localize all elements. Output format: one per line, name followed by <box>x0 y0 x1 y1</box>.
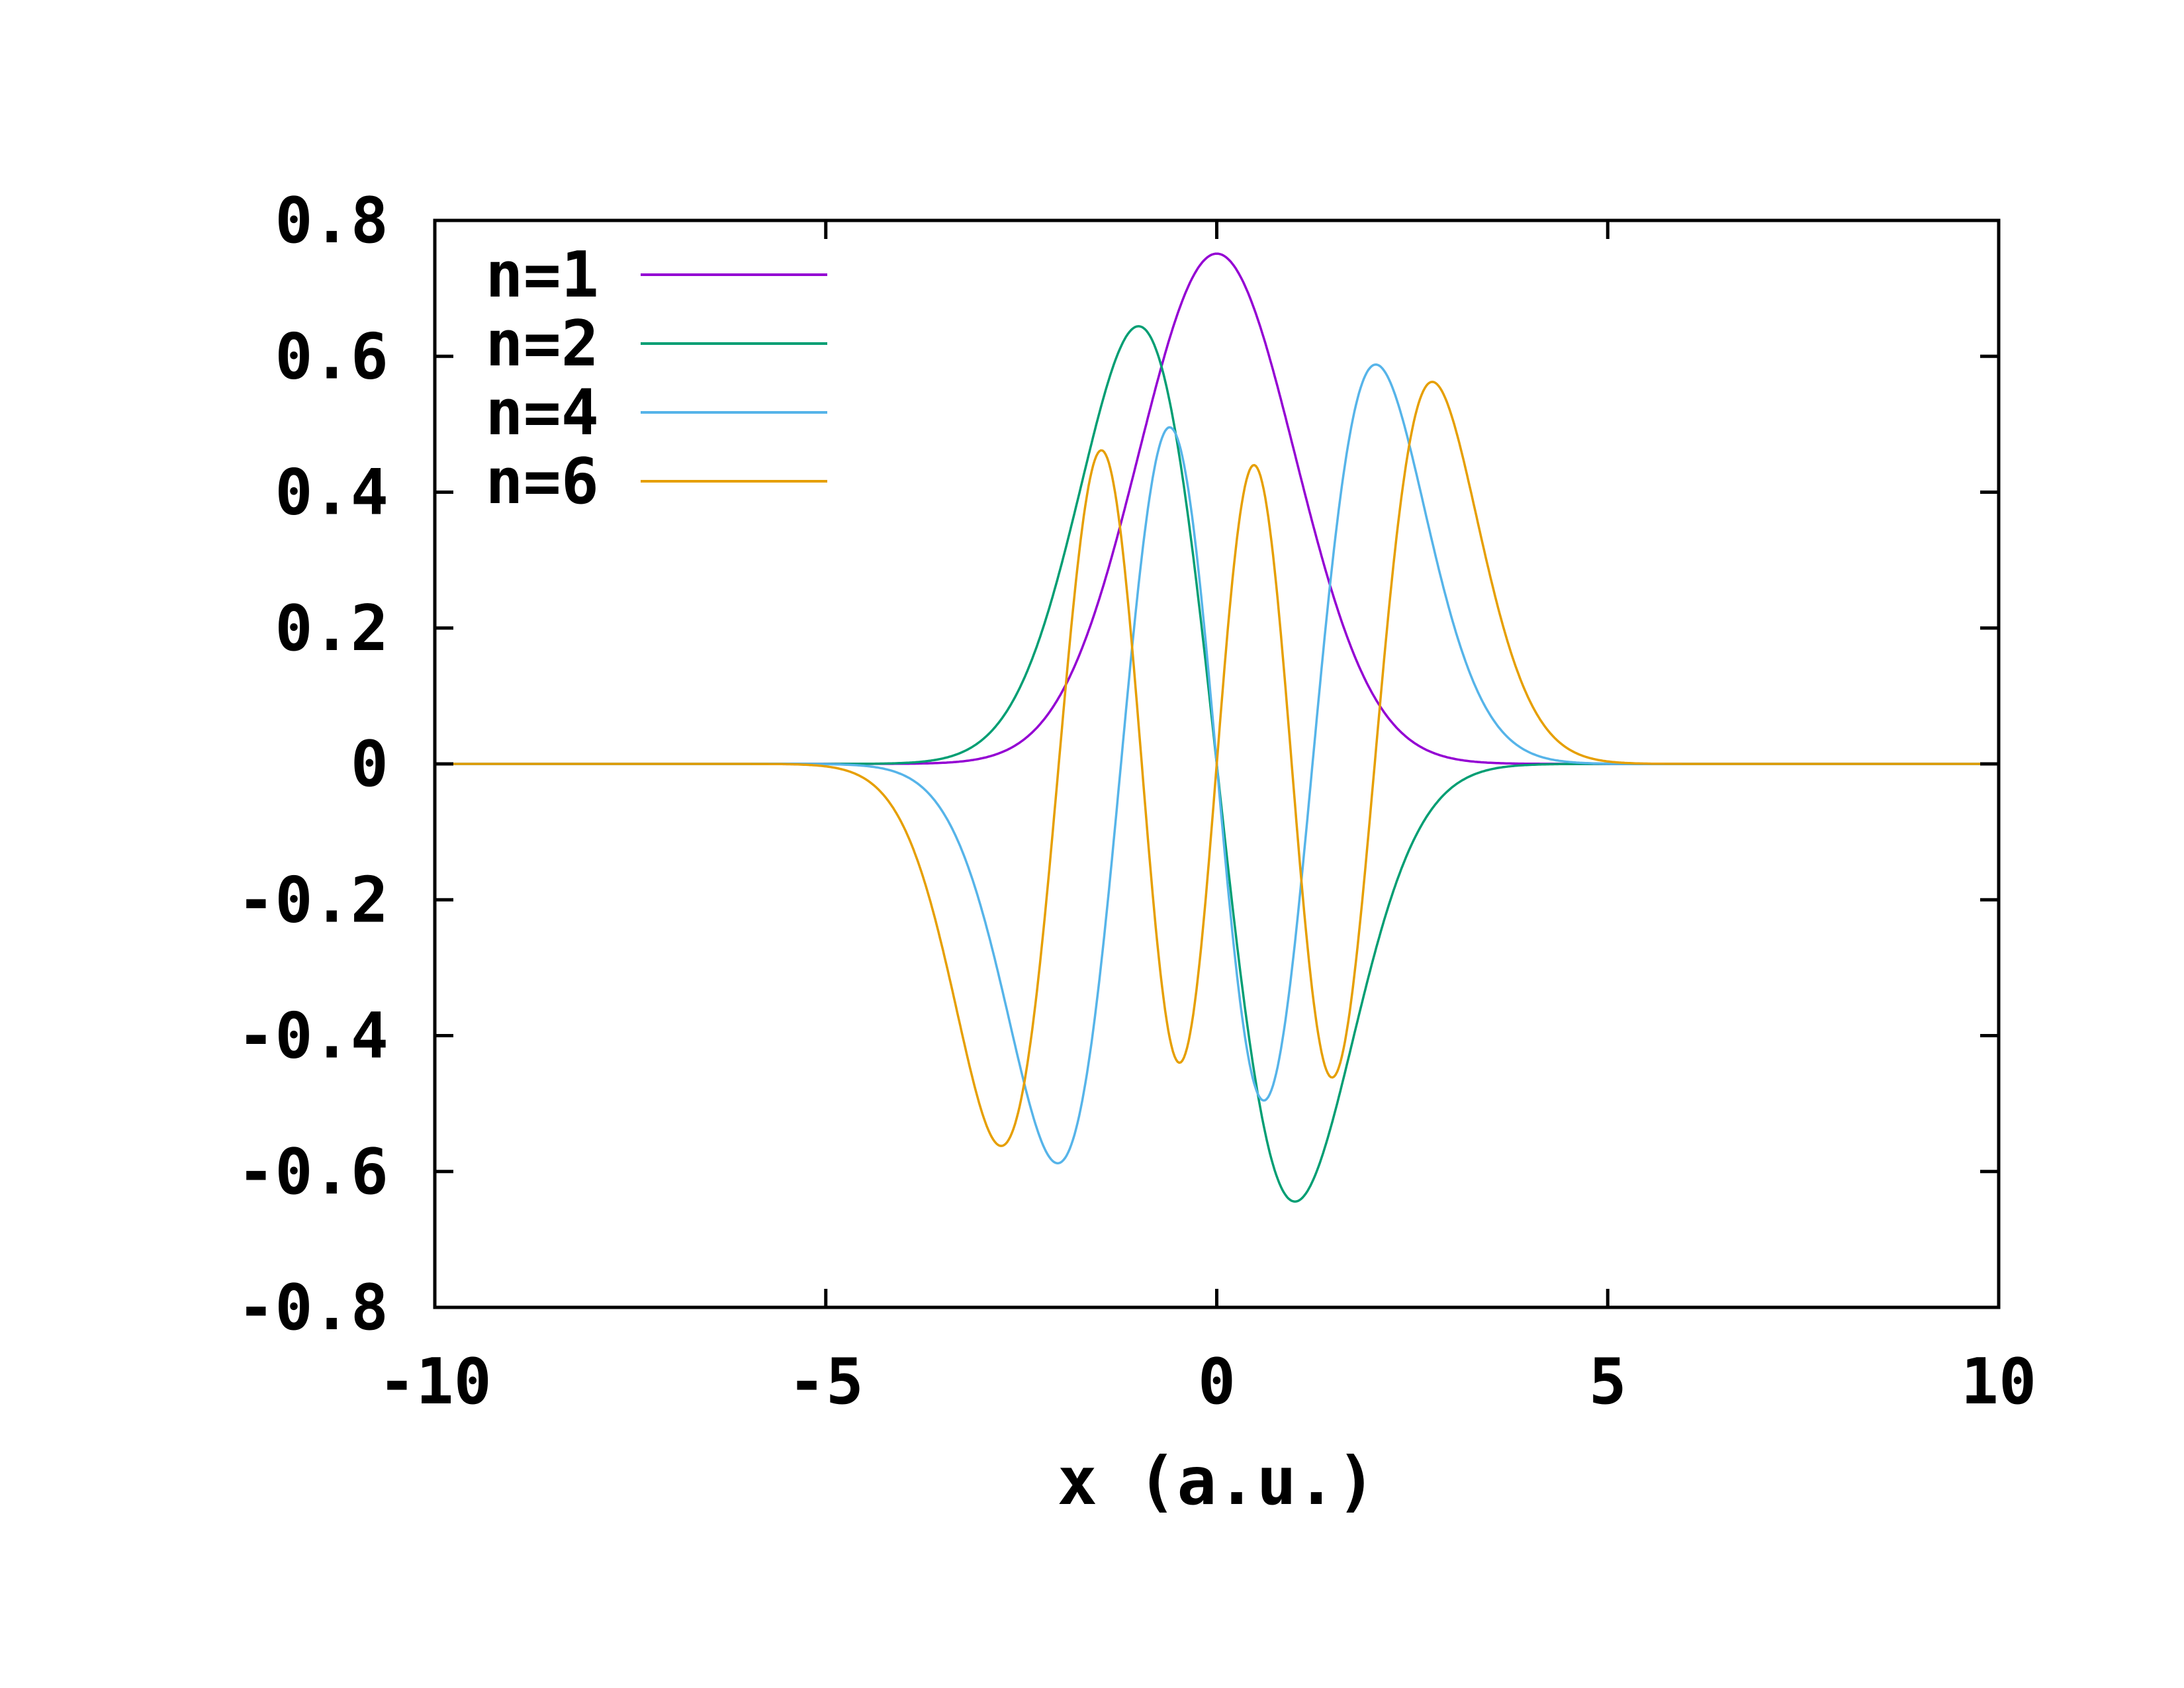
legend-label-n=1: n=1 <box>485 239 599 312</box>
y-tick-label-3: -0.2 <box>237 864 388 937</box>
y-tick-label-8: 0.8 <box>275 185 388 258</box>
y-tick-label-2: -0.4 <box>237 1000 388 1073</box>
x-tick-label-0: -10 <box>378 1346 492 1419</box>
y-tick-label-0: -0.8 <box>237 1272 388 1344</box>
x-tick-label-2: 0 <box>1198 1346 1236 1419</box>
plot-border <box>433 218 2001 1309</box>
y-tick-label-4: 0 <box>351 728 388 801</box>
x-tick-label-3: 5 <box>1589 1346 1627 1419</box>
tick-label-group: -10 -5 0 5 10 -0.8 -0.6 -0.4 -0.2 0 0.2 0.4 0.6 0.8 <box>237 185 2036 1419</box>
curve-n=6 <box>435 381 1999 1147</box>
legend-label-n=2: n=2 <box>485 308 599 381</box>
x-tick-label-4: 10 <box>1961 1346 2036 1419</box>
y-tick-label-7: 0.6 <box>275 320 388 393</box>
y-tick-label-5: 0.2 <box>275 592 388 665</box>
curve-group <box>435 252 1999 1203</box>
x-axis-label: x (a.u.) <box>1058 1442 1377 1520</box>
legend: n=1n=2n=4n=6 <box>485 239 827 518</box>
legend-label-n=4: n=4 <box>485 377 599 449</box>
y-tick-label-6: 0.4 <box>275 457 388 530</box>
y-tick-label-1: -0.6 <box>237 1136 388 1209</box>
x-tick-label-1: -5 <box>788 1346 864 1419</box>
legend-label-n=6: n=6 <box>485 445 599 518</box>
